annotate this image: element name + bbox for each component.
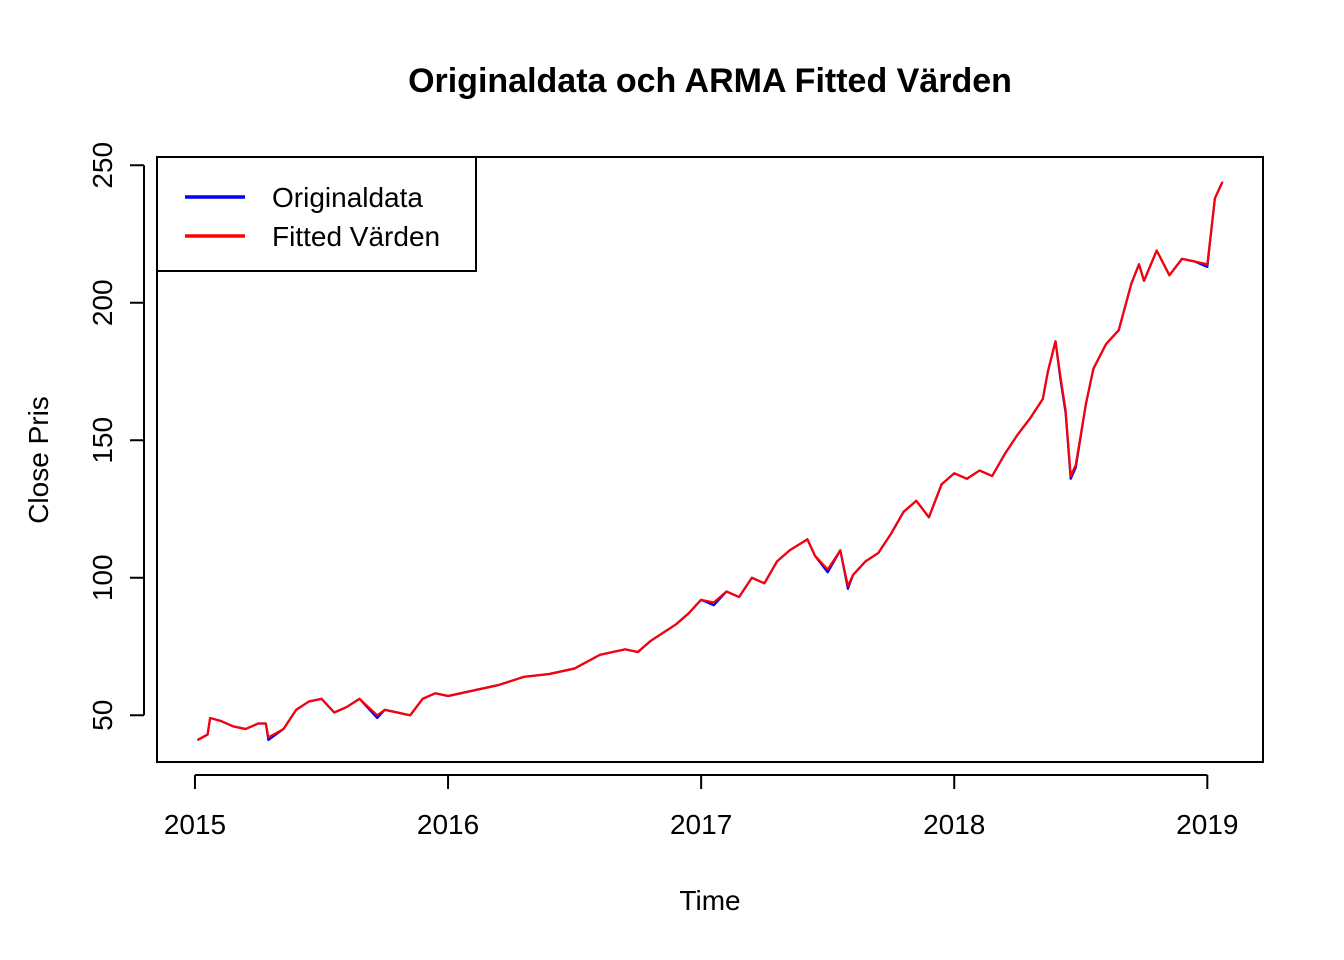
- x-axis: 2015 2016 2017 2018 2019: [164, 774, 1238, 840]
- legend: Originaldata Fitted Värden: [156, 156, 477, 272]
- y-tick-label: 100: [87, 554, 118, 601]
- y-axis-label: Close Pris: [23, 396, 54, 524]
- x-tick-label: 2016: [417, 809, 479, 840]
- legend-originaldata-label: Originaldata: [272, 182, 423, 213]
- x-tick-label: 2017: [670, 809, 732, 840]
- x-tick-label: 2019: [1176, 809, 1238, 840]
- y-tick-label: 50: [87, 700, 118, 731]
- x-axis-label: Time: [679, 885, 740, 916]
- x-tick-label: 2018: [923, 809, 985, 840]
- x-tick-label: 2015: [164, 809, 226, 840]
- y-tick-label: 200: [87, 279, 118, 326]
- y-tick-label: 150: [87, 417, 118, 464]
- y-axis: 50 100 150 200 250: [87, 142, 145, 731]
- series-layer: [196, 181, 1224, 742]
- legend-fitted-label: Fitted Värden: [272, 221, 440, 252]
- chart-title: Originaldata och ARMA Fitted Värden: [408, 62, 1012, 100]
- y-tick-label: 250: [87, 142, 118, 189]
- series-line-fitted: [196, 181, 1224, 741]
- plot-frame: [156, 156, 1264, 763]
- legend-box: [156, 156, 477, 272]
